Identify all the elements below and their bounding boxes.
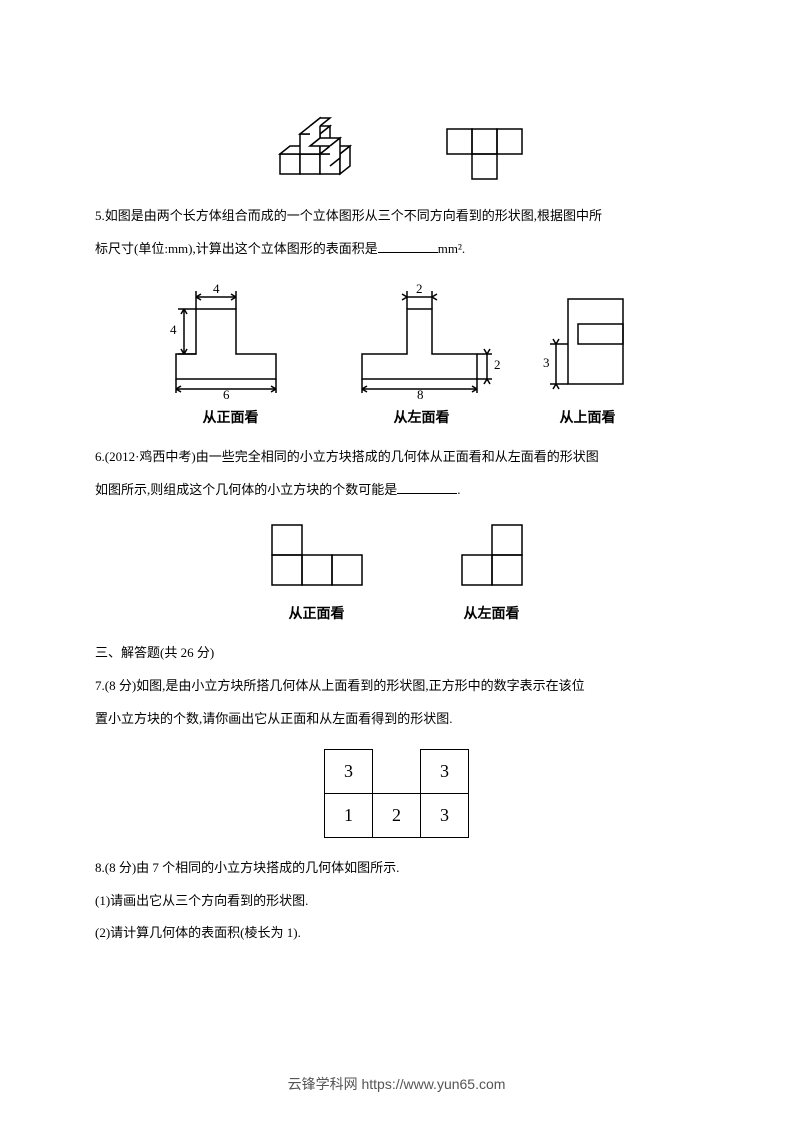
q6-period: . <box>457 482 460 497</box>
q7-cell-1-0: 1 <box>325 794 373 838</box>
section3-heading: 三、解答题(共 26 分) <box>95 639 698 668</box>
footer-url: https://www.yun65.com <box>361 1076 505 1092</box>
q7-text-a: 7.(8 分)如图,是由小立方块所搭几何体从上面看到的形状图,正方形中的数字表示… <box>95 672 698 701</box>
q7-table: 3 3 1 2 3 <box>324 749 469 838</box>
q6-text-a: 6.(2012·鸡西中考)由一些完全相同的小立方块搭成的几何体从正面看和从左面看… <box>95 443 698 472</box>
q5-front-h1: 4 <box>170 322 177 337</box>
q5-top-h: 3 <box>543 355 550 370</box>
q5-front-label: 从正面看 <box>203 407 259 427</box>
q5-front-w1: 4 <box>213 281 220 296</box>
q5-top: 3 从上面看 <box>538 289 638 427</box>
q5-left-h2: 2 <box>494 357 501 372</box>
q5-front: 4 4 6 从正面看 <box>156 279 306 427</box>
q5-text-a: 5.如图是由两个长方体组合而成的一个立体图形从三个不同方向看到的形状图,根据图中… <box>95 202 698 231</box>
q7-cell-0-1 <box>373 750 421 794</box>
q5-text-b-span: 标尺寸(单位:mm),计算出这个立体图形的表面积是 <box>95 241 378 256</box>
q4-figures <box>95 96 698 186</box>
q5-left-w2: 8 <box>417 387 424 399</box>
q7-cell-0-2: 3 <box>421 750 469 794</box>
q5-left: 2 2 8 从左面看 <box>342 279 502 427</box>
q5-front-w2: 6 <box>223 387 230 399</box>
q6-text-b-span: 如图所示,则组成这个几何体的小立方块的个数可能是 <box>95 482 397 497</box>
q6-left-label: 从左面看 <box>464 603 520 623</box>
q6-blank <box>397 480 457 494</box>
q5-blank <box>378 239 438 253</box>
q5-top-label: 从上面看 <box>560 407 616 427</box>
q7-cell-1-2: 3 <box>421 794 469 838</box>
q5-text-b: 标尺寸(单位:mm),计算出这个立体图形的表面积是 mm². <box>95 235 698 264</box>
q7-cell-1-1: 2 <box>373 794 421 838</box>
q7-text-b: 置小立方块的个数,请你画出它从正面和从左面看得到的形状图. <box>95 705 698 734</box>
q6-front: 从正面看 <box>262 520 372 623</box>
q6-text-b: 如图所示,则组成这个几何体的小立方块的个数可能是. <box>95 476 698 505</box>
q4-solid <box>262 96 372 186</box>
q6-front-label: 从正面看 <box>289 603 345 623</box>
q7-cell-0-0: 3 <box>325 750 373 794</box>
q8-text-c: (2)请计算几何体的表面积(棱长为 1). <box>95 919 698 948</box>
page-footer: 云锋学科网 https://www.yun65.com <box>0 1074 793 1094</box>
q5-unit: mm². <box>438 241 465 256</box>
q6-figures: 从正面看 从左面看 <box>95 520 698 623</box>
q8-text-b: (1)请画出它从三个方向看到的形状图. <box>95 887 698 916</box>
q5-figures: 4 4 6 从正面看 <box>95 279 698 427</box>
q4-top-view <box>442 124 532 186</box>
q7-table-wrap: 3 3 1 2 3 <box>95 749 698 838</box>
q5-left-w1: 2 <box>416 281 423 296</box>
footer-name: 云锋学科网 <box>288 1076 358 1092</box>
q8-text-a: 8.(8 分)由 7 个相同的小立方块搭成的几何体如图所示. <box>95 854 698 883</box>
q6-left: 从左面看 <box>452 520 532 623</box>
q5-left-label: 从左面看 <box>394 407 450 427</box>
